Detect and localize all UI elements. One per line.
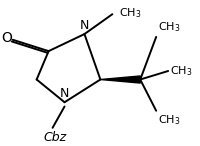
Text: N: N (80, 19, 89, 32)
Text: CH$_3$: CH$_3$ (170, 64, 193, 78)
Text: O: O (1, 31, 12, 45)
Polygon shape (100, 76, 140, 83)
Text: CH$_3$: CH$_3$ (158, 20, 181, 34)
Text: CH$_3$: CH$_3$ (158, 114, 181, 127)
Text: Cbz: Cbz (43, 131, 66, 144)
Text: CH$_3$: CH$_3$ (119, 6, 142, 20)
Text: N: N (60, 87, 69, 100)
